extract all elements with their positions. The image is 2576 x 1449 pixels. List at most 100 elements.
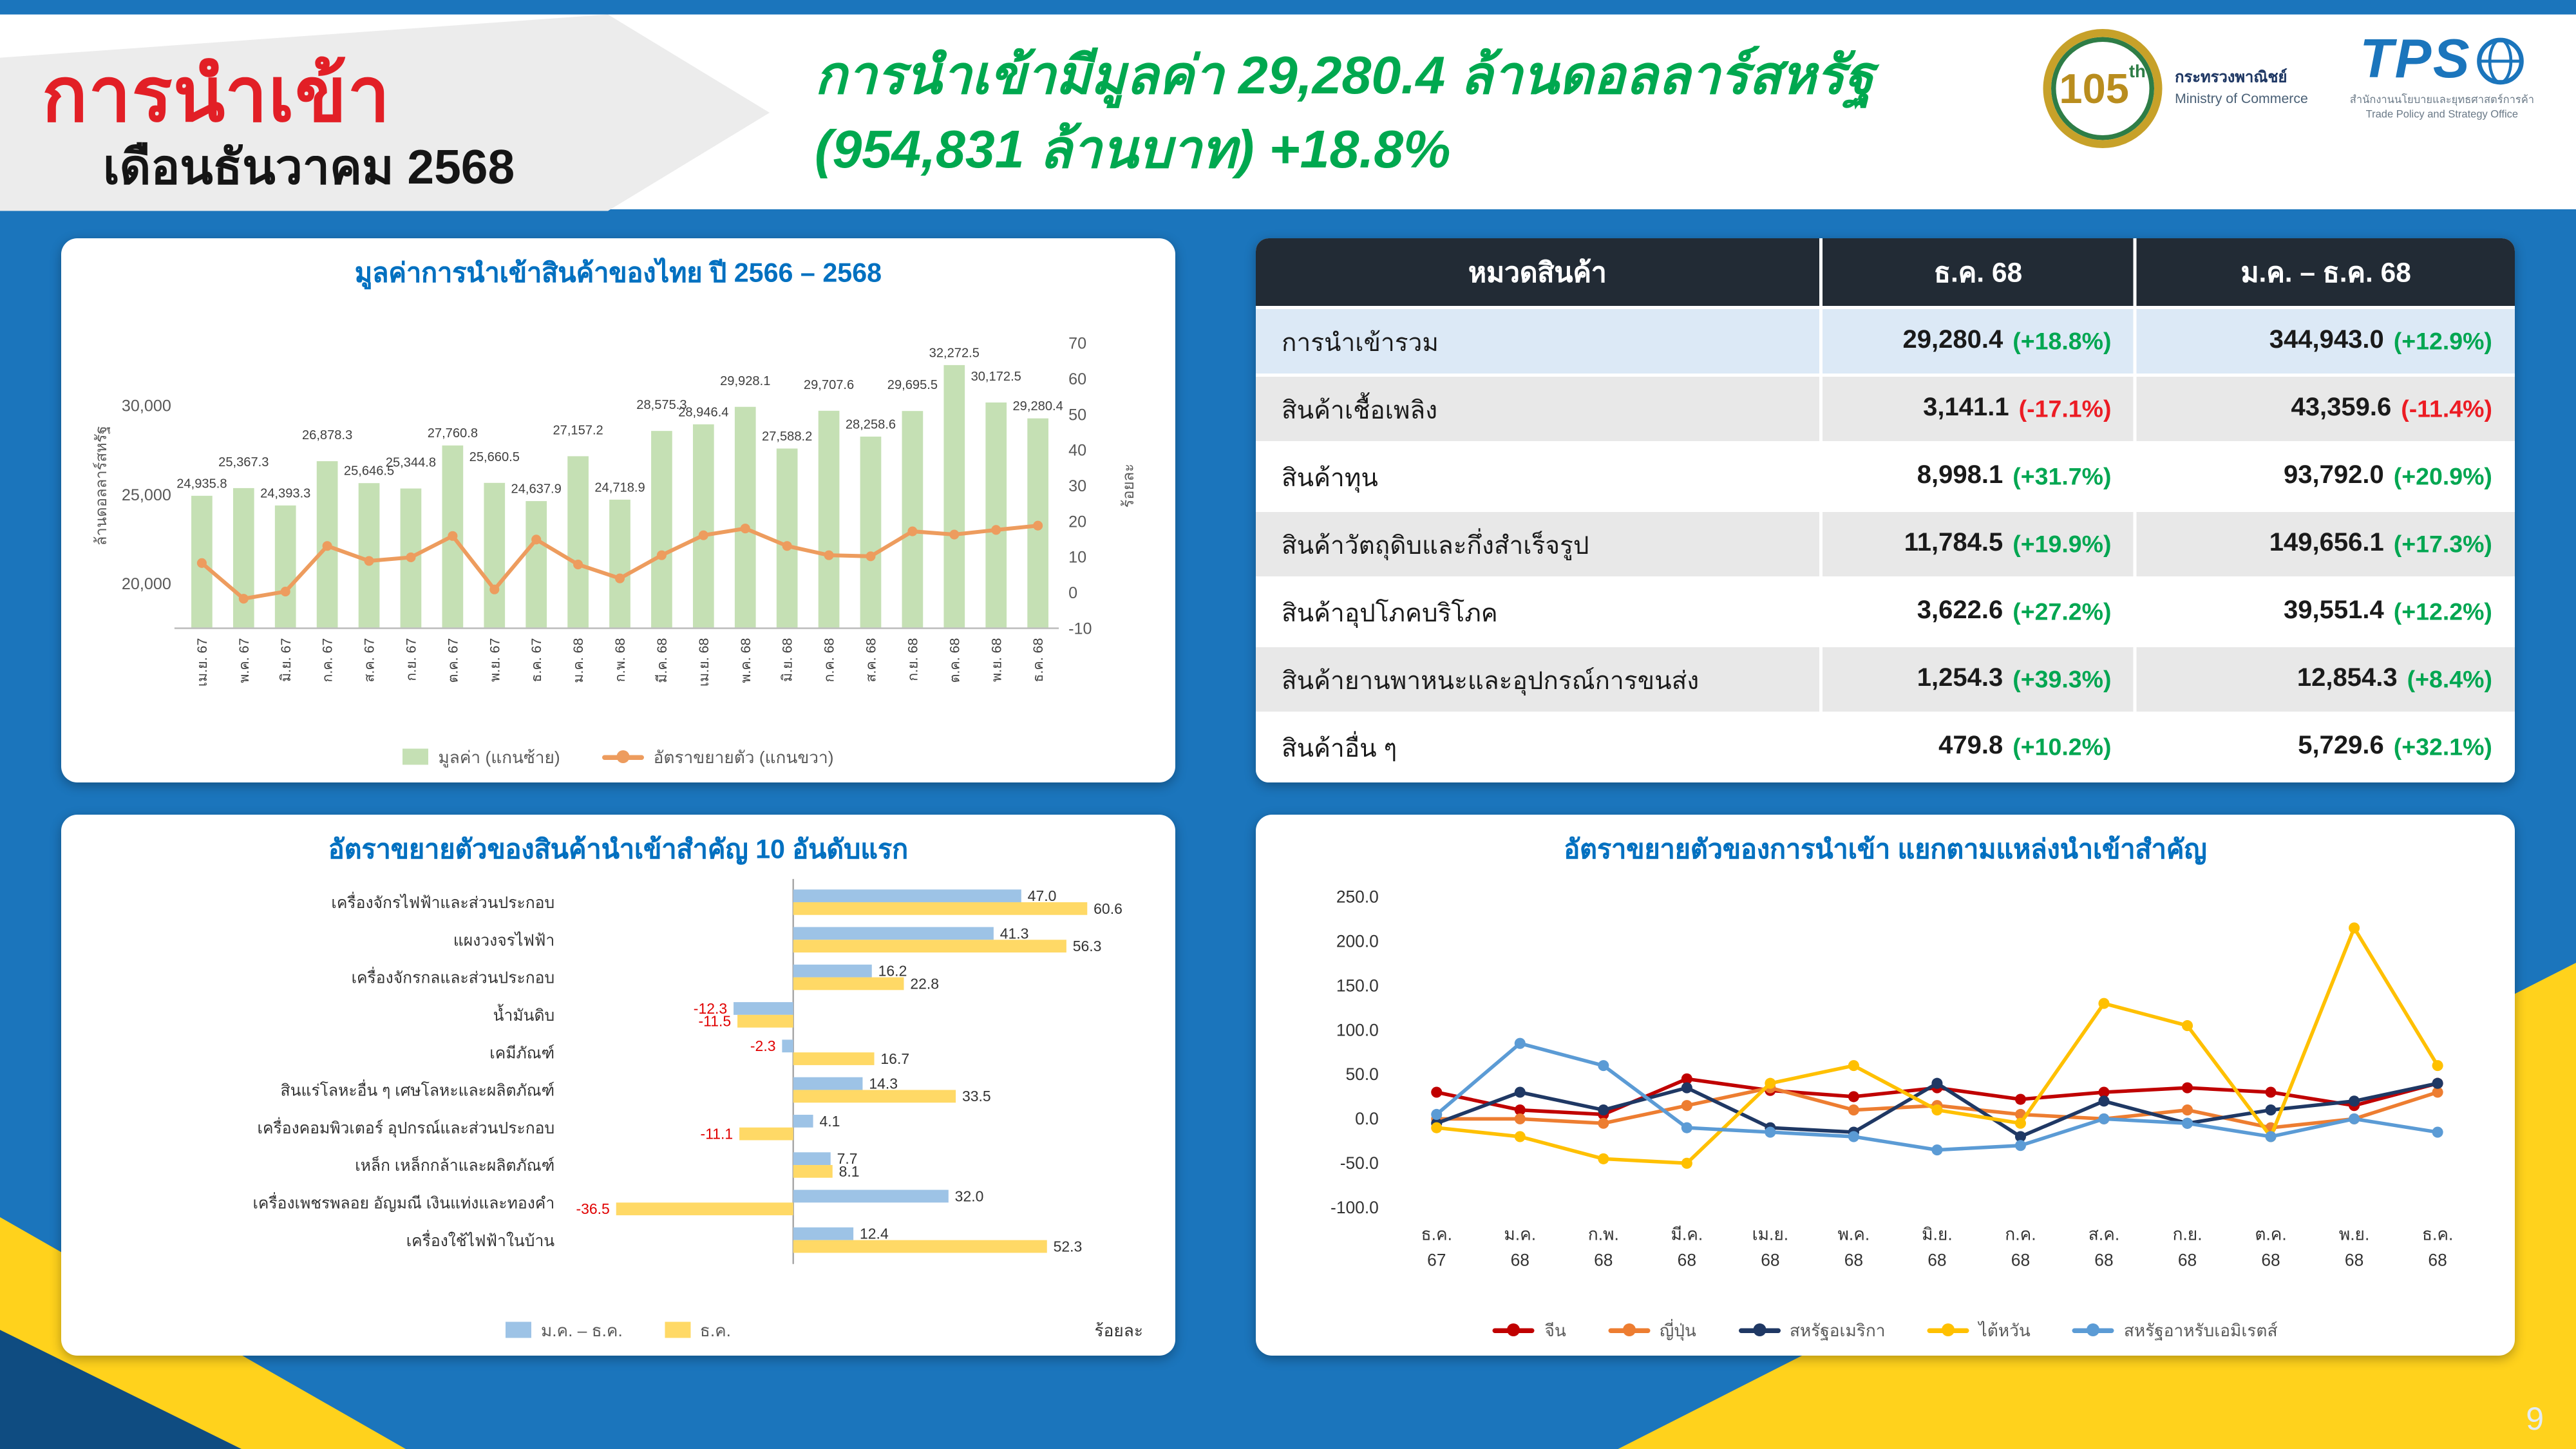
- line-chart-legend: จีน ญี่ปุ่น สหรัฐอเมริกา ไต้หวัน สหรัฐอาหรับ…: [1278, 1314, 2492, 1346]
- svg-text:30,000: 30,000: [122, 397, 171, 415]
- svg-text:ม.ค. 68: ม.ค. 68: [571, 638, 586, 683]
- svg-text:เครื่องเพชรพลอย อัญมณี เงินแท่: เครื่องเพชรพลอย อัญมณี เงินแท่งและทองคำ: [252, 1191, 554, 1212]
- dec-pct: (+10.2%): [2012, 733, 2112, 761]
- svg-text:มิ.ย. 68: มิ.ย. 68: [780, 638, 795, 682]
- dec-pct: (+39.3%): [2012, 665, 2112, 694]
- svg-text:29,695.5: 29,695.5: [887, 378, 938, 392]
- legend-item: สหรัฐอาหรับเอมิเรตส์: [2072, 1316, 2277, 1344]
- ytd-value: 5,729.6: [2298, 732, 2384, 761]
- svg-text:22.8: 22.8: [910, 975, 939, 992]
- svg-text:27,760.8: 27,760.8: [428, 426, 478, 440]
- svg-text:ธ.ค. 68: ธ.ค. 68: [1030, 638, 1046, 683]
- moc-name-en: Ministry of Commerce: [2175, 90, 2308, 106]
- svg-text:แผงวงจรไฟฟ้า: แผงวงจรไฟฟ้า: [453, 931, 554, 949]
- svg-text:52.3: 52.3: [1054, 1238, 1083, 1255]
- svg-text:26,878.3: 26,878.3: [302, 428, 352, 442]
- svg-text:มิ.ย.: มิ.ย.: [1922, 1225, 1953, 1244]
- globe-icon: [2476, 37, 2524, 84]
- table-row: สินค้ายานพาหนะและอุปกรณ์การขนส่ง 1,254.3…: [1256, 647, 2515, 715]
- svg-text:68: 68: [1511, 1251, 1530, 1270]
- svg-text:24,718.9: 24,718.9: [594, 480, 645, 495]
- moc-logo-text: กระทรวงพาณิชย์ Ministry of Commerce: [2175, 69, 2308, 108]
- table-row: สินค้าเชื้อเพลิง 3,141.1 (-17.1%) 43,359.…: [1256, 377, 2515, 444]
- svg-text:เม.ย. 68: เม.ย. 68: [696, 638, 712, 687]
- svg-text:25,646.5: 25,646.5: [344, 464, 394, 478]
- table-header-category: หมวดสินค้า: [1256, 238, 1823, 309]
- page-number: 9: [2526, 1402, 2544, 1438]
- ytd-pct: (+17.3%): [2393, 530, 2492, 558]
- ytd-value: 43,359.6: [2291, 394, 2392, 422]
- row-label: สินค้าทุน: [1256, 444, 1823, 512]
- svg-text:16.7: 16.7: [880, 1050, 909, 1067]
- svg-text:ก.พ. 68: ก.พ. 68: [612, 638, 628, 683]
- row-label: สินค้าอุปโภคบริโภค: [1256, 580, 1823, 647]
- svg-text:60: 60: [1068, 370, 1086, 388]
- svg-text:เครื่องใช้ไฟฟ้าในบ้าน: เครื่องใช้ไฟฟ้าในบ้าน: [406, 1229, 555, 1250]
- svg-text:16.2: 16.2: [878, 963, 907, 980]
- page-title: การนำเข้า: [42, 52, 391, 137]
- svg-text:68: 68: [2428, 1251, 2447, 1270]
- svg-text:พ.ค. 68: พ.ค. 68: [738, 638, 753, 683]
- legend-item: อัตราขยายตัว (แกนขวา): [601, 743, 833, 771]
- ytd-pct: (+32.1%): [2393, 733, 2492, 761]
- svg-text:-11.1: -11.1: [701, 1126, 734, 1142]
- svg-text:27,157.2: 27,157.2: [553, 423, 603, 437]
- ytd-value: 12,854.3: [2297, 665, 2398, 693]
- svg-text:ธ.ค.: ธ.ค.: [1421, 1225, 1452, 1244]
- svg-text:ก.ย. 67: ก.ย. 67: [404, 638, 419, 681]
- hbar-chart-title: อัตราขยายตัวของสินค้านำเข้าสำคัญ 10 อันด…: [328, 835, 909, 865]
- svg-text:พ.ค.: พ.ค.: [1838, 1225, 1870, 1244]
- row-label: การนำเข้ารวม: [1256, 309, 1823, 377]
- table-row: สินค้าวัตถุดิบและกึ่งสำเร็จรูป 11,784.5 (…: [1256, 512, 2515, 580]
- top10-import-growth-panel: อัตราขยายตัวของสินค้านำเข้าสำคัญ 10 อันด…: [61, 815, 1175, 1356]
- svg-text:ก.ย. 68: ก.ย. 68: [905, 638, 920, 681]
- dec-pct: (+19.9%): [2012, 530, 2112, 558]
- ytd-value: 39,551.4: [2284, 597, 2384, 625]
- dec-value: 11,784.5: [1904, 529, 2003, 558]
- svg-text:7.7: 7.7: [837, 1150, 858, 1167]
- svg-text:250.0: 250.0: [1336, 887, 1379, 906]
- svg-text:4.1: 4.1: [819, 1113, 840, 1130]
- svg-text:เครื่องคอมพิวเตอร์ อุปกรณ์และส: เครื่องคอมพิวเตอร์ อุปกรณ์และส่วนประกอบ: [258, 1117, 555, 1138]
- svg-text:-10: -10: [1068, 620, 1092, 638]
- ytd-value: 149,656.1: [2269, 529, 2384, 558]
- dec-value: 1,254.3: [1917, 665, 2003, 693]
- row-label: สินค้าวัตถุดิบและกึ่งสำเร็จรูป: [1256, 512, 1823, 580]
- svg-text:ส.ค. 67: ส.ค. 67: [362, 638, 377, 683]
- svg-text:สินแร่โลหะอื่น ๆ เศษโลหะและผลิ: สินแร่โลหะอื่น ๆ เศษโลหะและผลิตภัณฑ์: [281, 1079, 555, 1100]
- tpso-name-th: สำนักงานนโยบายและยุทธศาสตร์การค้า: [2349, 95, 2534, 107]
- ytd-pct: (+20.9%): [2393, 462, 2492, 491]
- svg-text:68: 68: [1844, 1251, 1863, 1270]
- combo-chart-title: มูลค่าการนำเข้าสินค้าของไทย ปี 2566 – 25…: [354, 259, 882, 289]
- svg-text:ส.ค.: ส.ค.: [2088, 1225, 2119, 1244]
- svg-text:68: 68: [2178, 1251, 2197, 1270]
- legend-item: จีน: [1493, 1316, 1566, 1344]
- svg-text:68: 68: [1678, 1251, 1696, 1270]
- top-blue-strip: [0, 0, 2576, 15]
- svg-text:68: 68: [2261, 1251, 2280, 1270]
- svg-text:มิ.ย. 67: มิ.ย. 67: [278, 638, 294, 682]
- svg-text:68: 68: [2011, 1251, 2030, 1270]
- dec-pct: (+31.7%): [2012, 462, 2112, 491]
- ytd-pct: (-11.4%): [2401, 395, 2492, 423]
- svg-text:ก.ย.: ก.ย.: [2172, 1225, 2202, 1244]
- svg-text:เม.ย. 67: เม.ย. 67: [194, 638, 210, 687]
- svg-text:24,935.8: 24,935.8: [176, 477, 227, 491]
- svg-text:14.3: 14.3: [869, 1075, 898, 1092]
- dec-value: 3,622.6: [1917, 597, 2003, 625]
- monthly-import-combo-chart: 20,000 25,000 30,000 -10 0 10 20 30 40 50 60 70 ล้าน…: [92, 335, 1137, 687]
- svg-text:พ.ค. 67: พ.ค. 67: [236, 638, 252, 683]
- svg-text:60.6: 60.6: [1094, 900, 1122, 917]
- svg-text:28,258.6: 28,258.6: [846, 417, 896, 431]
- svg-text:ส.ค. 68: ส.ค. 68: [864, 638, 879, 683]
- dec-pct: (+27.2%): [2012, 598, 2112, 626]
- svg-text:8.1: 8.1: [839, 1163, 860, 1180]
- svg-text:70: 70: [1068, 335, 1086, 353]
- svg-text:68: 68: [2345, 1251, 2363, 1270]
- legend-item: ม.ค. – ธ.ค.: [505, 1316, 623, 1344]
- svg-text:25,000: 25,000: [122, 486, 171, 504]
- svg-text:เครื่องจักรกลและส่วนประกอบ: เครื่องจักรกลและส่วนประกอบ: [352, 967, 555, 987]
